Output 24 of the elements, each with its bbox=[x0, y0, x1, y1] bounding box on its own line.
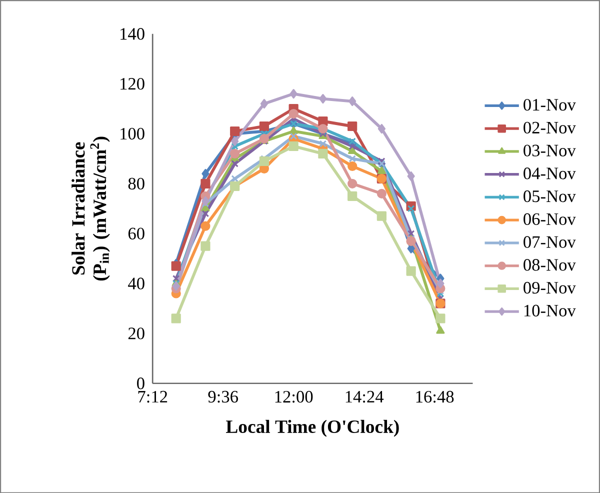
legend-label: 02-Nov bbox=[524, 122, 576, 134]
x-tick-label: 9:36 bbox=[208, 390, 238, 403]
x-tick-label: 16:48 bbox=[416, 390, 454, 403]
x-tick-label: 12:00 bbox=[275, 390, 313, 403]
legend-label: 01-Nov bbox=[524, 98, 576, 110]
y-tick-label: 140 bbox=[120, 28, 144, 40]
legend-label: 07-Nov bbox=[524, 236, 576, 248]
legend-label: 08-Nov bbox=[524, 258, 576, 271]
y-tick-label: 0 bbox=[137, 377, 144, 390]
legend-label: 09-Nov bbox=[524, 282, 576, 294]
legend-label: 10-Nov bbox=[524, 304, 576, 316]
y-tick-label: 100 bbox=[120, 128, 144, 140]
x-tick-label: 14:24 bbox=[346, 390, 384, 403]
legend-label: 05-Nov bbox=[524, 190, 576, 202]
legend-label: 03-Nov bbox=[524, 144, 576, 156]
y-tick-label: 40 bbox=[128, 278, 144, 290]
x-tick-label: 7:12 bbox=[138, 390, 168, 403]
y-tick-label: 80 bbox=[128, 178, 144, 190]
y-tick-label: 60 bbox=[128, 228, 144, 240]
y-tick-label: 120 bbox=[120, 78, 144, 90]
legend-label: 04-Nov bbox=[524, 167, 576, 180]
x-axis-title: Local Time (O'Clock) bbox=[226, 420, 399, 437]
y-tick-label: 20 bbox=[128, 327, 144, 340]
legend-label: 06-Nov bbox=[524, 213, 576, 225]
